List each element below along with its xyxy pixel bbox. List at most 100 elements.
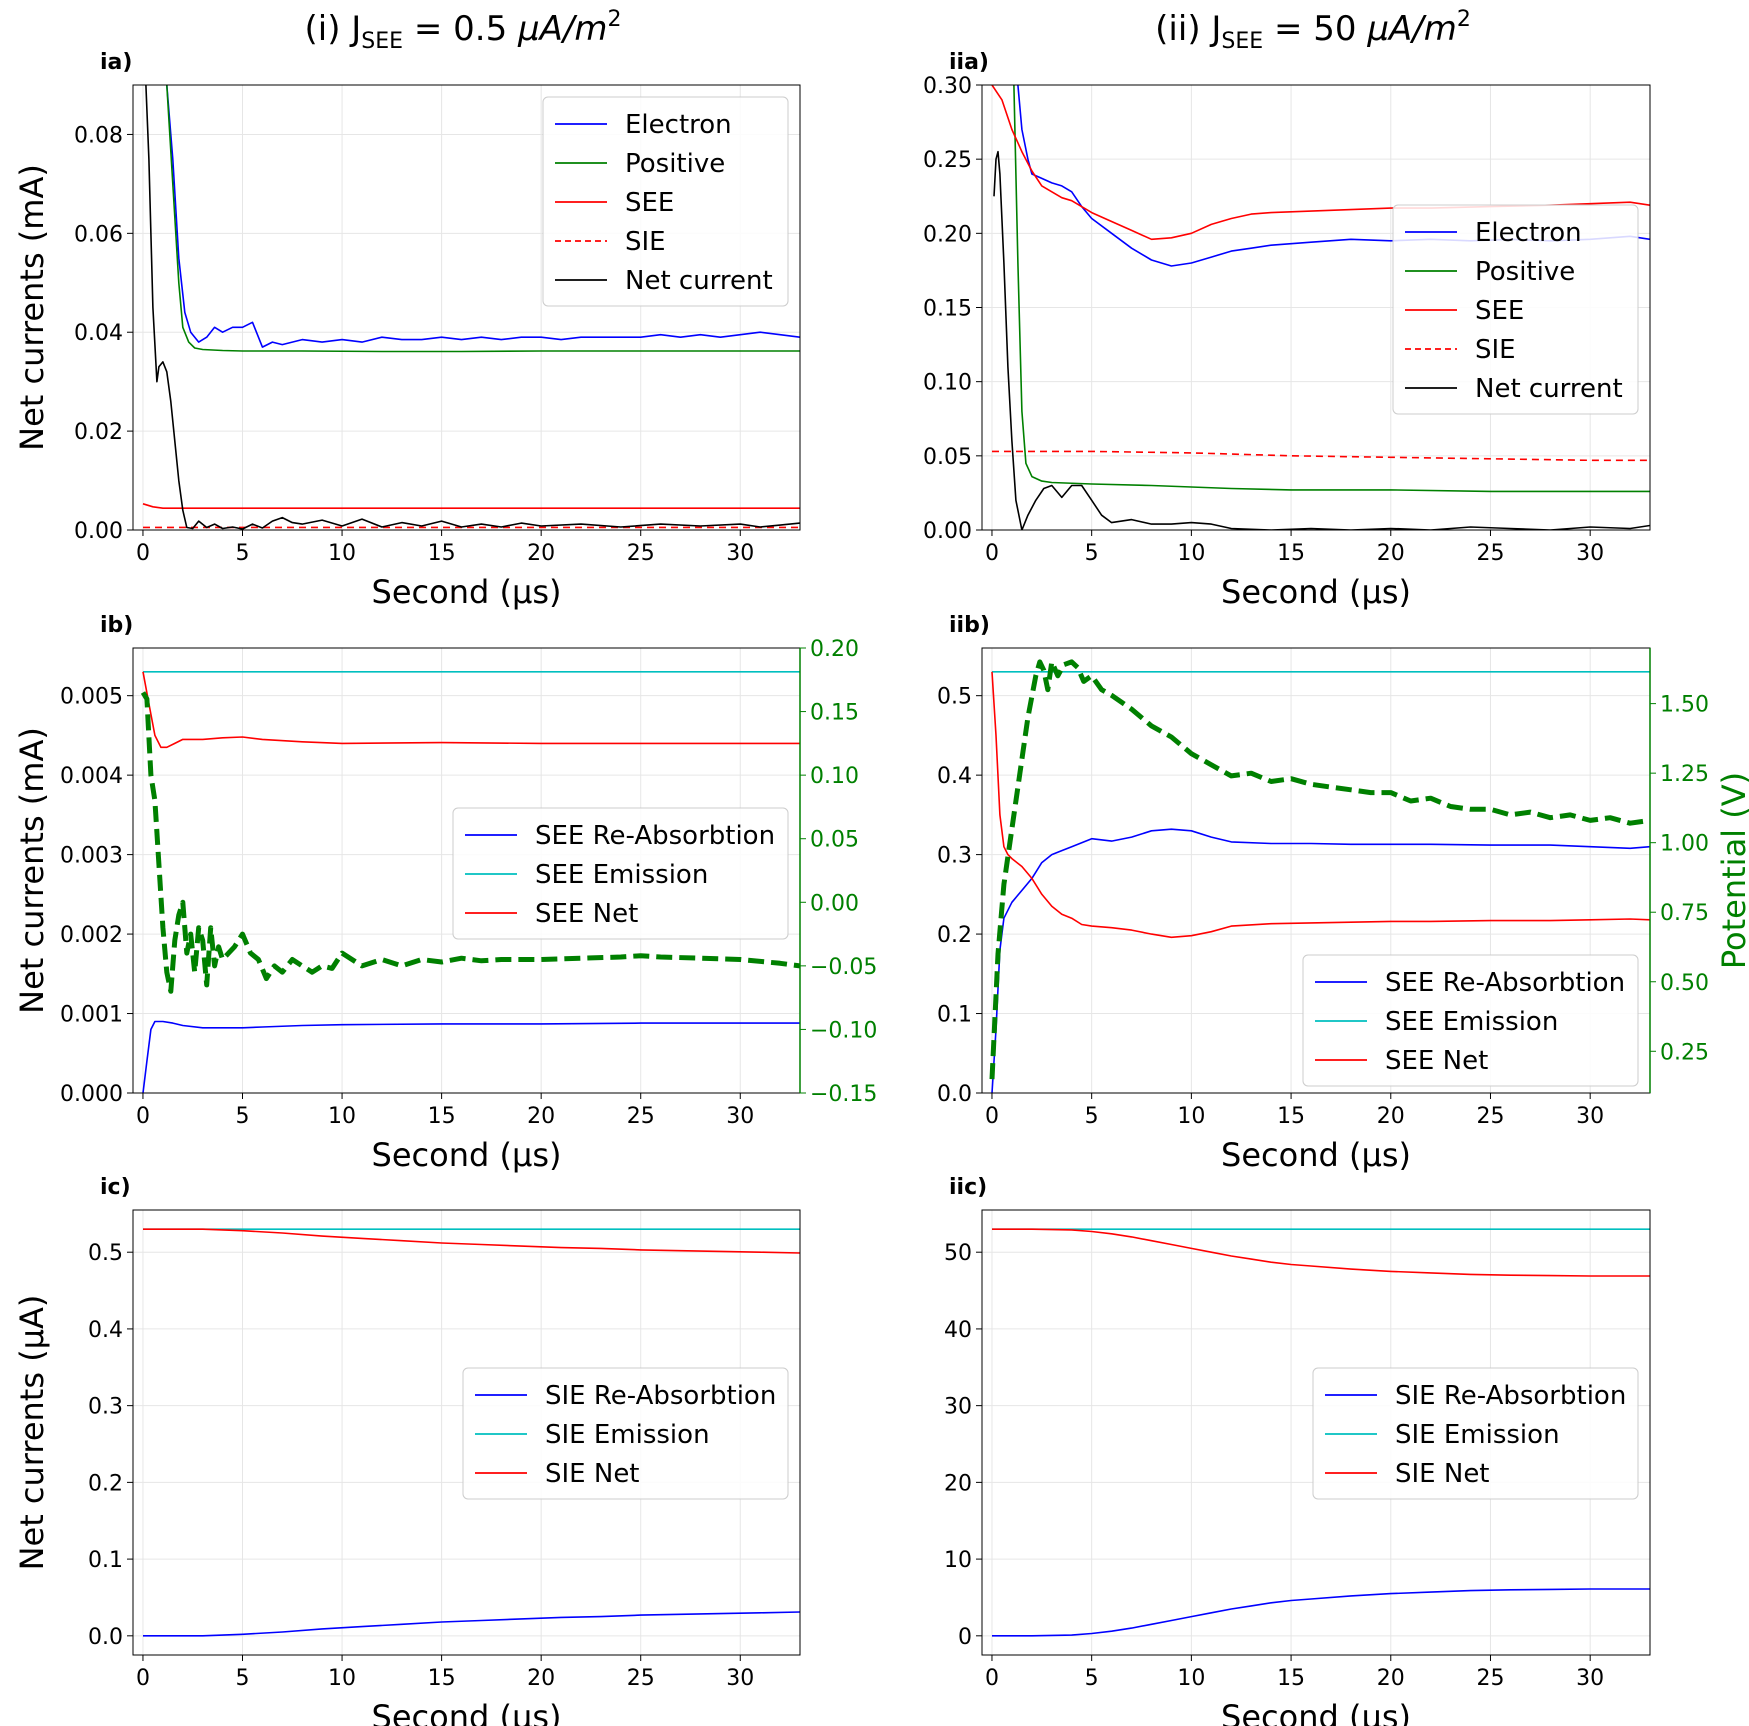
col-title-i-prefix: (i) J: [304, 9, 361, 49]
series-line-iib-3: [989, 659, 1650, 1080]
y2-tick-label-iib-5: 1.50: [1660, 693, 1709, 718]
column-title-i: (i) JSEE = 0.5 μA/m2: [304, 7, 621, 54]
y2-tick-label-ib-3: 0.00: [810, 891, 859, 916]
legend-label-iib-1: SEE Emission: [1385, 1007, 1558, 1037]
legend-label-iia-3: SIE: [1475, 335, 1516, 365]
y-axis-label-ia: Net currents (mA): [13, 164, 51, 451]
x-tick-label-iic-5: 25: [1476, 1666, 1504, 1691]
col-title-ii-sub: SEE: [1221, 29, 1263, 54]
y2-tick-label-ib-5: 0.10: [810, 764, 859, 789]
y-tick-label-iia-0: 0.00: [923, 519, 972, 544]
legend-label-ia-1: Positive: [625, 149, 725, 179]
x-tick-label-ib-6: 30: [726, 1104, 754, 1129]
x-tick-label-ic-2: 10: [328, 1666, 356, 1691]
x-tick-label-ib-5: 25: [627, 1104, 655, 1129]
x-tick-label-iia-5: 25: [1476, 541, 1504, 566]
series-line-ib-3: [140, 691, 800, 994]
legend-label-iia-2: SEE: [1475, 296, 1524, 326]
col-title-i-value: = 0.5: [403, 9, 518, 49]
y-tick-label-ib-4: 0.004: [60, 764, 123, 789]
panel-label-iic: iic): [949, 1175, 987, 1200]
y-tick-label-ia-3: 0.06: [74, 222, 123, 247]
legend-box-iia: [1392, 204, 1639, 415]
x-tick-label-ia-3: 15: [428, 541, 456, 566]
col-title-ii-prefix: (ii) J: [1155, 9, 1221, 49]
y-tick-label-iia-4: 0.20: [923, 222, 972, 247]
legend-label-iic-1: SIE Emission: [1395, 1420, 1560, 1450]
legend-box-ia: [542, 96, 789, 307]
panel-label-iib: iib): [949, 613, 990, 638]
legend-box-iic: [1312, 1367, 1639, 1500]
x-axis-label-ib: Second (μs): [372, 1136, 562, 1174]
col-title-i-sup: 2: [608, 7, 622, 32]
panel-iia: 0 5 10 15 20 25 30 0.00 0.05 0.10 0.15 0.20 0.25 0.30…: [923, 50, 1651, 611]
x-tick-label-ia-2: 10: [328, 541, 356, 566]
x-axis-label-ic: Second (μs): [372, 1698, 562, 1726]
x-tick-label-ia-0: 0: [136, 541, 150, 566]
x-tick-label-ia-5: 25: [627, 541, 655, 566]
column-title-ii: (ii) JSEE = 50 μA/m2: [1155, 7, 1471, 54]
y-tick-label-ia-2: 0.04: [74, 321, 123, 346]
x-tick-label-iic-2: 10: [1177, 1666, 1205, 1691]
legend-label-ia-4: Net current: [625, 266, 773, 296]
y-tick-label-ia-0: 0.00: [74, 519, 123, 544]
y-tick-label-iic-2: 20: [944, 1471, 972, 1496]
y-tick-label-iia-2: 0.10: [923, 371, 972, 396]
x-tick-label-ic-5: 25: [627, 1666, 655, 1691]
x-tick-label-iib-6: 30: [1576, 1104, 1604, 1129]
col-title-ii-unit: μA/m: [1366, 9, 1456, 49]
y-tick-label-iic-4: 40: [944, 1318, 972, 1343]
y2-tick-label-iib-4: 1.25: [1660, 762, 1709, 787]
x-tick-label-iia-6: 30: [1576, 541, 1604, 566]
panel-iib: 0 5 10 15 20 25 30 0.0 0.1 0.2 0.3 0.4 0.5 0.25 0.50 0.…: [937, 613, 1749, 1174]
y-tick-label-ib-3: 0.003: [60, 844, 123, 869]
x-tick-label-iib-2: 10: [1177, 1104, 1205, 1129]
x-tick-label-ib-1: 5: [236, 1104, 250, 1129]
x-tick-label-iic-3: 15: [1277, 1666, 1305, 1691]
y-tick-label-iic-0: 0: [958, 1625, 972, 1650]
y2-tick-label-ib-2: −0.05: [810, 955, 877, 980]
series-group-iib: [989, 659, 1650, 1093]
y-tick-label-iic-5: 50: [944, 1241, 972, 1266]
x-tick-label-ib-0: 0: [136, 1104, 150, 1129]
series-line-ic-2: [143, 1228, 800, 1254]
legend-iia: Electron Positive SEE SIE Net current: [1392, 204, 1639, 415]
y-tick-label-ib-5: 0.005: [60, 685, 123, 710]
panel-iic: 0 5 10 15 20 25 30 0 10 20 30 40 50 Second (μs) iic) SI…: [944, 1175, 1651, 1726]
series-group-ic: [143, 1228, 800, 1637]
legend-ib: SEE Re-Absorbtion SEE Emission SEE Net: [452, 807, 789, 940]
x-tick-label-iia-1: 5: [1085, 541, 1099, 566]
x-tick-label-ic-4: 20: [527, 1666, 555, 1691]
y-tick-label-iib-5: 0.5: [937, 685, 972, 710]
series-line-iib-2: [991, 671, 1650, 939]
x-tick-label-ic-1: 5: [236, 1666, 250, 1691]
axes-frame-ic: [132, 1209, 801, 1656]
y-tick-label-iia-3: 0.15: [923, 297, 972, 322]
series-line-ib-0: [142, 1020, 800, 1093]
legend-label-ia-2: SEE: [625, 188, 674, 218]
x-tick-label-ic-3: 15: [428, 1666, 456, 1691]
legend-ic: SIE Re-Absorbtion SIE Emission SIE Net: [462, 1367, 789, 1500]
col-title-ii-sup: 2: [1457, 7, 1471, 32]
axes-frame-ia: [132, 84, 801, 531]
x-axis-label-iib: Second (μs): [1221, 1136, 1411, 1174]
y2-tick-label-iib-0: 0.25: [1660, 1040, 1709, 1065]
legend-label-iib-0: SEE Re-Absorbtion: [1385, 968, 1625, 998]
series-line-iia-3: [992, 450, 1650, 462]
legend-label-ia-3: SIE: [625, 227, 666, 257]
y-tick-label-iib-1: 0.1: [937, 1003, 972, 1028]
y-tick-label-ib-2: 0.002: [60, 923, 123, 948]
legend-iib: SEE Re-Absorbtion SEE Emission SEE Net: [1302, 954, 1639, 1087]
series-line-ia-0: [166, 85, 800, 348]
y-tick-label-iia-1: 0.05: [923, 445, 972, 470]
y2-tick-label-ib-1: −0.10: [810, 1018, 877, 1043]
panel-ic: 0 5 10 15 20 25 30 0.0 0.1 0.2 0.3 0.4 0.5 Second (μs…: [13, 1175, 801, 1726]
legend-label-iic-2: SIE Net: [1395, 1459, 1490, 1489]
series-group-ia: [142, 85, 800, 530]
x-tick-label-iic-6: 30: [1576, 1666, 1604, 1691]
x-axis-label-iia: Second (μs): [1221, 573, 1411, 611]
y-tick-label-ic-3: 0.3: [88, 1395, 123, 1420]
y2-tick-label-iib-2: 0.75: [1660, 901, 1709, 926]
